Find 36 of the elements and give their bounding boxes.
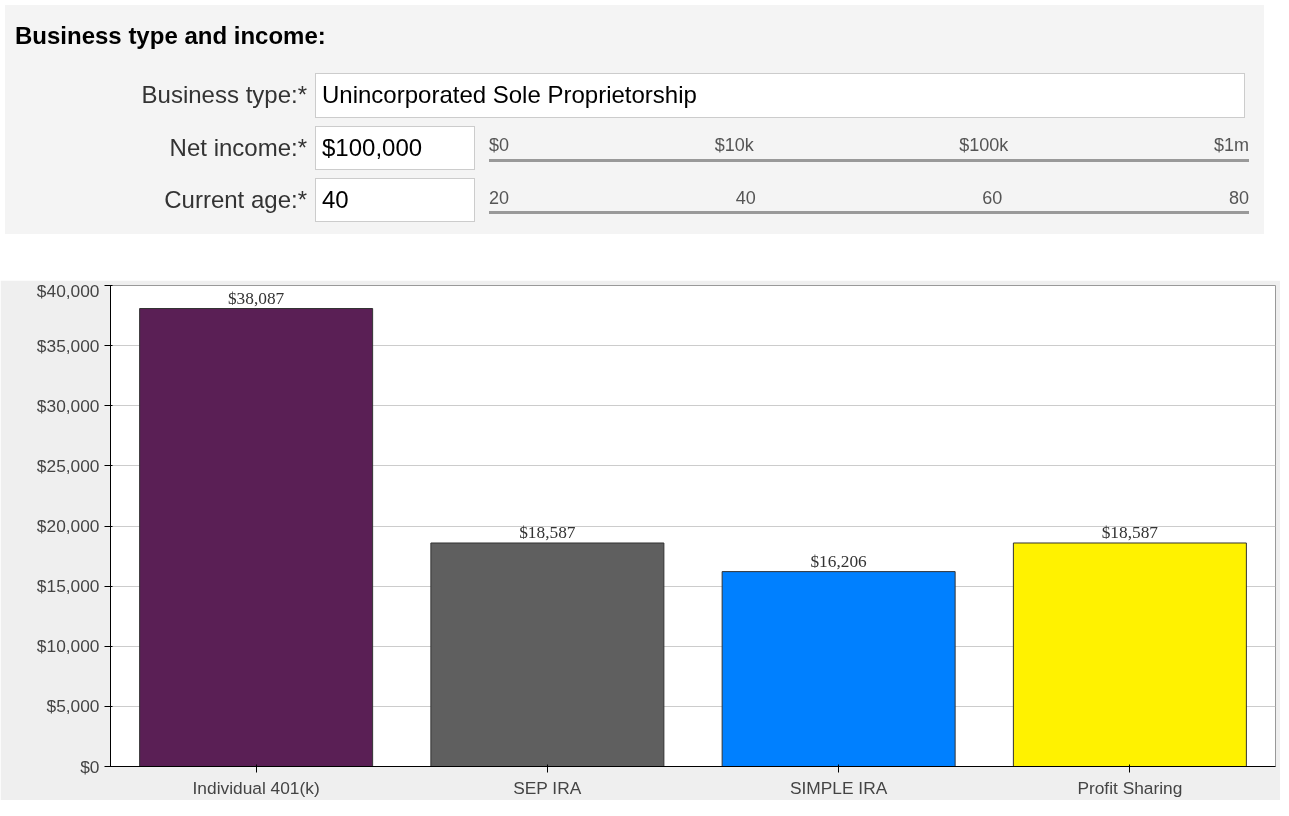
y-tick-label: $10,000 <box>36 636 100 657</box>
bar <box>139 308 374 767</box>
bar <box>430 542 665 767</box>
text: 60 <box>982 186 1003 210</box>
y-tick-label: $25,000 <box>36 455 100 476</box>
chart-title: Business type and income: <box>15 21 327 51</box>
y-tick-label: $20,000 <box>36 516 100 536</box>
y-tick-label: $40,000 <box>36 280 100 301</box>
text: Business type:* <box>140 80 308 111</box>
text: Current age:* <box>163 184 308 215</box>
text: 40 <box>735 186 756 210</box>
text: 40 <box>315 177 475 223</box>
text: $100k <box>959 134 1009 158</box>
text: 80 <box>1228 186 1249 210</box>
data-label: $38,087 <box>227 288 285 308</box>
text: $0 <box>489 134 510 158</box>
y-tick-label: $0 <box>80 756 100 777</box>
bar <box>721 571 956 767</box>
x-tick-label: Profit Sharing <box>1077 777 1183 798</box>
text: $1m <box>1213 134 1249 158</box>
text: $100,000 <box>315 125 475 170</box>
text: $10k <box>714 134 754 158</box>
x-tick-label: SEP IRA <box>513 777 582 798</box>
y-tick-label: $30,000 <box>36 395 100 416</box>
text: Net income:* <box>168 132 308 163</box>
data-label: $16,206 <box>810 551 868 571</box>
text: Unincorporated Sole Proprietorship <box>315 73 1245 118</box>
bar <box>1012 542 1247 767</box>
data-label: $18,587 <box>519 522 576 542</box>
y-tick-label: $5,000 <box>46 696 100 717</box>
y-tick-label: $15,000 <box>36 576 100 597</box>
x-tick-label: SIMPLE IRA <box>790 777 888 798</box>
text: 20 <box>489 186 510 210</box>
x-tick-label: Individual 401(k) <box>192 777 320 798</box>
data-label: $18,587 <box>1101 522 1159 542</box>
y-tick-label: $35,000 <box>36 335 100 356</box>
